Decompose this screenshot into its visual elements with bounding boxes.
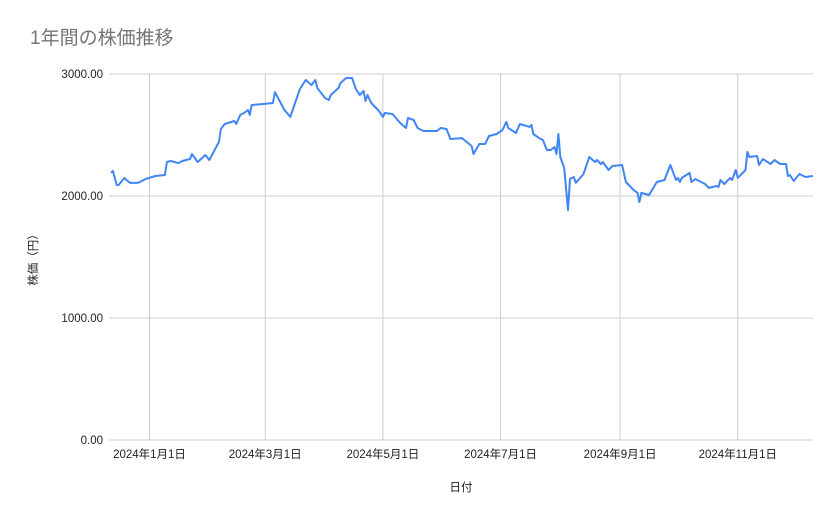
- x-axis-title: 日付: [450, 481, 473, 494]
- x-tick-label: 2024年3月1日: [229, 447, 302, 461]
- y-tick-label: 0.00: [81, 435, 103, 447]
- x-tick-label: 2024年5月1日: [346, 447, 419, 461]
- x-tick-label: 2024年11月1日: [699, 447, 777, 461]
- y-tick-label: 3000.00: [61, 69, 103, 81]
- y-tick-label: 2000.00: [61, 191, 103, 203]
- x-tick-label: 2024年9月1日: [584, 447, 657, 461]
- y-axis-ticks: 0.00 1000.00 2000.00 3000.00: [61, 69, 103, 447]
- y-tick-label: 1000.00: [61, 313, 103, 325]
- y-axis-title: 株価（円）: [26, 228, 40, 286]
- chart-title: 1年間の株価推移: [30, 27, 174, 49]
- x-axis-ticks: 2024年1月1日 2024年3月1日 2024年5月1日 2024年7月1日 2024…: [113, 447, 777, 461]
- series-line: [110, 77, 814, 211]
- data-points: [110, 78, 814, 211]
- gridlines: [109, 73, 813, 441]
- x-tick-label: 2024年7月1日: [464, 447, 537, 461]
- x-tick-label: 2024年1月1日: [113, 447, 186, 461]
